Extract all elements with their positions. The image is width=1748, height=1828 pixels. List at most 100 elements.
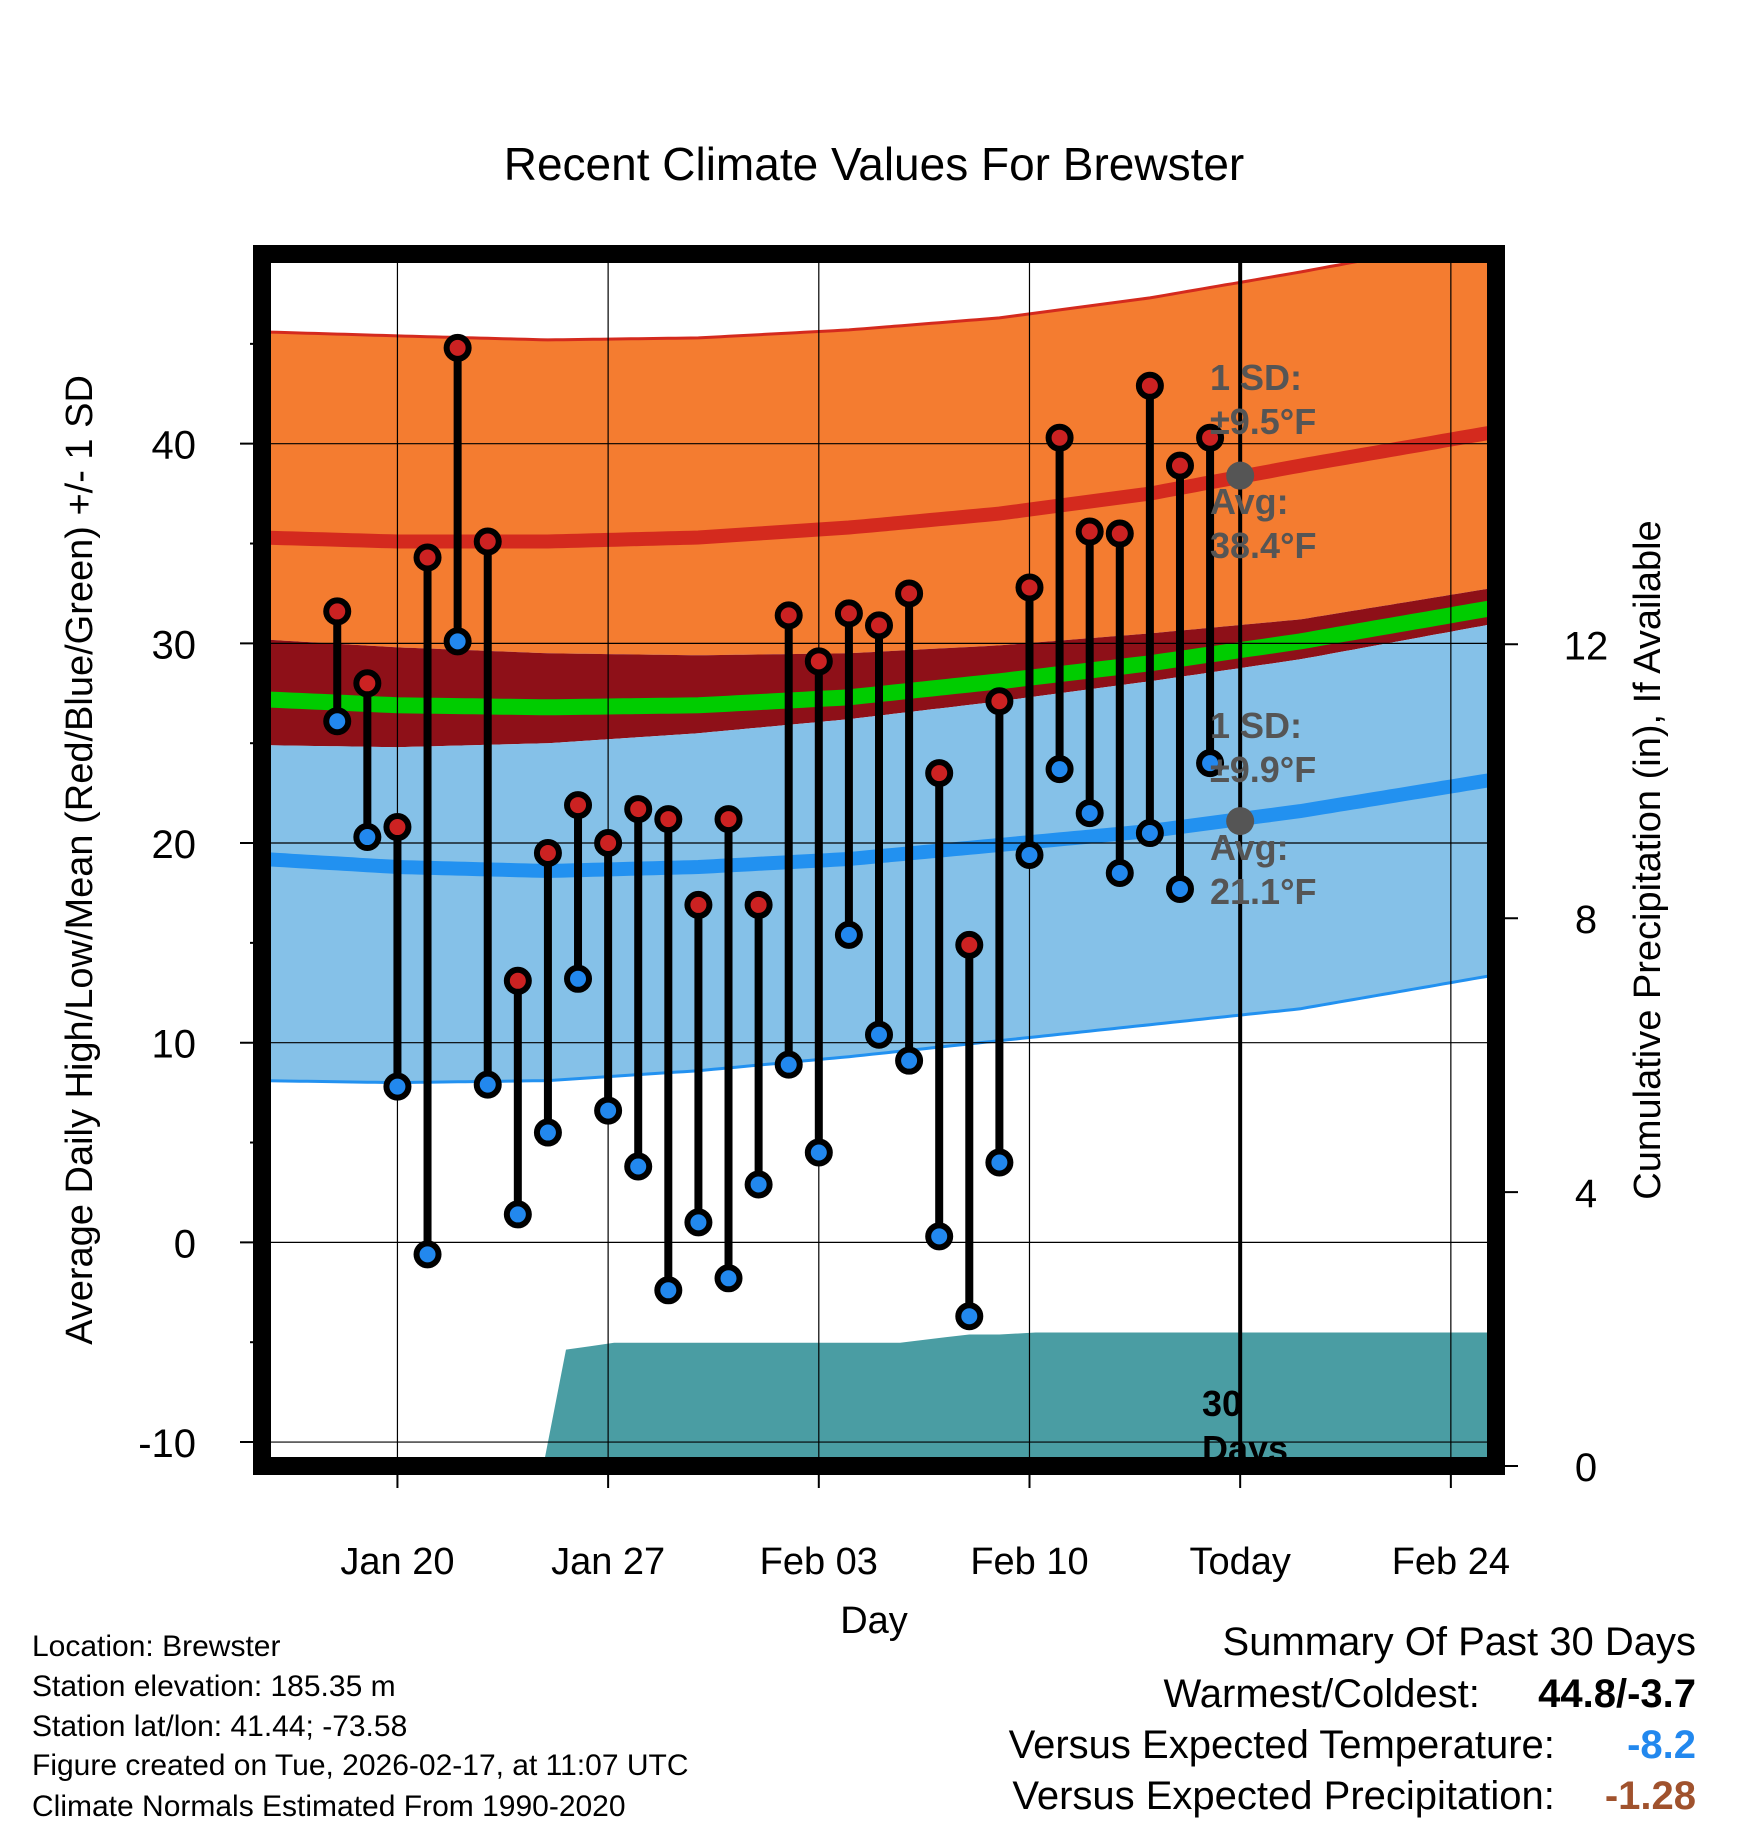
daily-low-point [925,1222,954,1251]
daily-low-point [443,627,472,656]
y-tick-label: 10 [152,1023,197,1067]
summary-title: Summary Of Past 30 Days [1222,1620,1696,1664]
summary-temp-value: -8.2 [1627,1723,1696,1767]
cumulative-precip-area [337,1332,1496,1466]
low-avg-label: Avg: [1210,827,1289,868]
daily-low-point [1196,749,1225,778]
daily-high-point [594,829,623,858]
today-low-avg-marker [1226,807,1255,836]
daily-low-point [1075,799,1104,828]
daily-low-point [985,1148,1014,1177]
daily-low-point [774,1050,803,1079]
daily-high-point [714,805,743,834]
daily-high-point [353,669,382,698]
y2-tick-label: 12 [1564,624,1609,668]
daily-low-point [895,1046,924,1075]
daily-high-point [895,579,924,608]
daily-low-point [1045,755,1074,784]
daily-low-point [714,1264,743,1293]
high-avg-value: 38.4°F [1210,525,1316,566]
high-sd-value: ±9.5°F [1210,401,1316,442]
summary-precip-row: Versus Expected Precipitation: -1.28 [1012,1776,1696,1816]
y2-tick-label: 8 [1575,898,1597,942]
daily-high-point [834,599,863,628]
daily-high-point [323,597,352,626]
summary-precip-value: -1.28 [1604,1774,1696,1818]
daily-high-point [1045,423,1074,452]
daily-low-point [1015,841,1044,870]
low-sd-value: ±9.9°F [1210,749,1316,790]
daily-high-point [383,813,412,842]
y-axis-ticks: -10 0 10 20 30 40 [138,342,262,1466]
y-axis-label: Average Daily High/Low/Mean (Red/Blue/Gr… [59,375,101,1345]
daily-points [323,333,1225,1331]
daily-low-point [834,920,863,949]
daily-high-point [774,601,803,630]
high-normal-line [262,424,1496,549]
daily-high-point [804,647,833,676]
daily-low-point [383,1072,412,1101]
daily-high-point [503,966,532,995]
summary-warm-cold-label: Warmest/Coldest: [1163,1672,1480,1716]
daily-low-point [353,823,382,852]
high-sd-label: 1 SD: [1210,357,1302,398]
daily-low-point [564,964,593,993]
daily-high-point [684,890,713,919]
daily-range-sticks [333,347,1215,1317]
x-tick-label: Feb 24 [1392,1541,1510,1583]
daily-low-point [955,1302,984,1331]
daily-high-point [1105,519,1134,548]
low-sd-lower-edge [262,973,1496,1085]
summary-warm-cold-row: Warmest/Coldest: 44.8/-3.7 [1164,1674,1697,1714]
high-sd-band [262,254,1496,656]
daily-high-point [533,839,562,868]
x-axis-label: Day [840,1600,908,1642]
y-tick-label: 0 [174,1222,196,1266]
summary-precip-label: Versus Expected Precipitation: [1012,1774,1555,1818]
daily-low-point [684,1208,713,1237]
x-axis-ticks: Jan 20 Jan 27 Feb 03 Feb 10 Today Feb 24 [340,1466,1510,1583]
daily-low-point [473,1070,502,1099]
daily-low-point [865,1020,893,1049]
daily-high-point [624,795,653,824]
days-label-number: 30 [1202,1383,1242,1424]
daily-low-point [533,1118,562,1147]
daily-low-point [744,1170,773,1199]
daily-low-point [1165,874,1194,903]
chart-title: Recent Climate Values For Brewster [504,138,1245,190]
footer-latlon: Station lat/lon: 41.44; -73.58 [32,1710,408,1743]
daily-high-point [955,930,984,959]
y2-tick-label: 0 [1575,1446,1597,1490]
x-tick-label: Feb 03 [760,1541,878,1583]
daily-high-point [985,687,1014,716]
daily-low-point [804,1138,833,1167]
daily-low-point [1135,819,1164,848]
daily-high-point [654,805,683,834]
footer-created: Figure created on Tue, 2026-02-17, at 11… [32,1749,689,1782]
y2-axis-ticks: 0 4 8 12 [1496,624,1608,1490]
daily-low-point [503,1200,532,1229]
y-tick-label: 30 [152,623,197,667]
daily-high-point [744,890,773,919]
daily-high-point [443,333,472,362]
y-tick-label: 20 [152,823,197,867]
daily-low-point [654,1276,683,1305]
daily-high-point [413,543,442,572]
daily-low-point [323,707,352,736]
footer-normals: Climate Normals Estimated From 1990-2020 [32,1790,626,1823]
footer-elevation: Station elevation: 185.35 m [32,1670,396,1703]
daily-high-point [1165,451,1194,480]
plot-area [262,254,1496,1466]
x-tick-label: Today [1189,1541,1290,1583]
summary-warm-cold-value: 44.8/-3.7 [1538,1672,1696,1716]
daily-low-point [1105,858,1134,887]
daily-high-point [473,527,502,556]
high-sd-upper-edge [262,254,1407,342]
summary-temp-label: Versus Expected Temperature: [1008,1723,1555,1767]
y2-tick-label: 4 [1575,1172,1597,1216]
low-avg-value: 21.1°F [1210,871,1316,912]
daily-high-point [1135,371,1164,400]
y-tick-label: 40 [152,424,197,468]
today-high-avg-marker [1226,461,1255,490]
